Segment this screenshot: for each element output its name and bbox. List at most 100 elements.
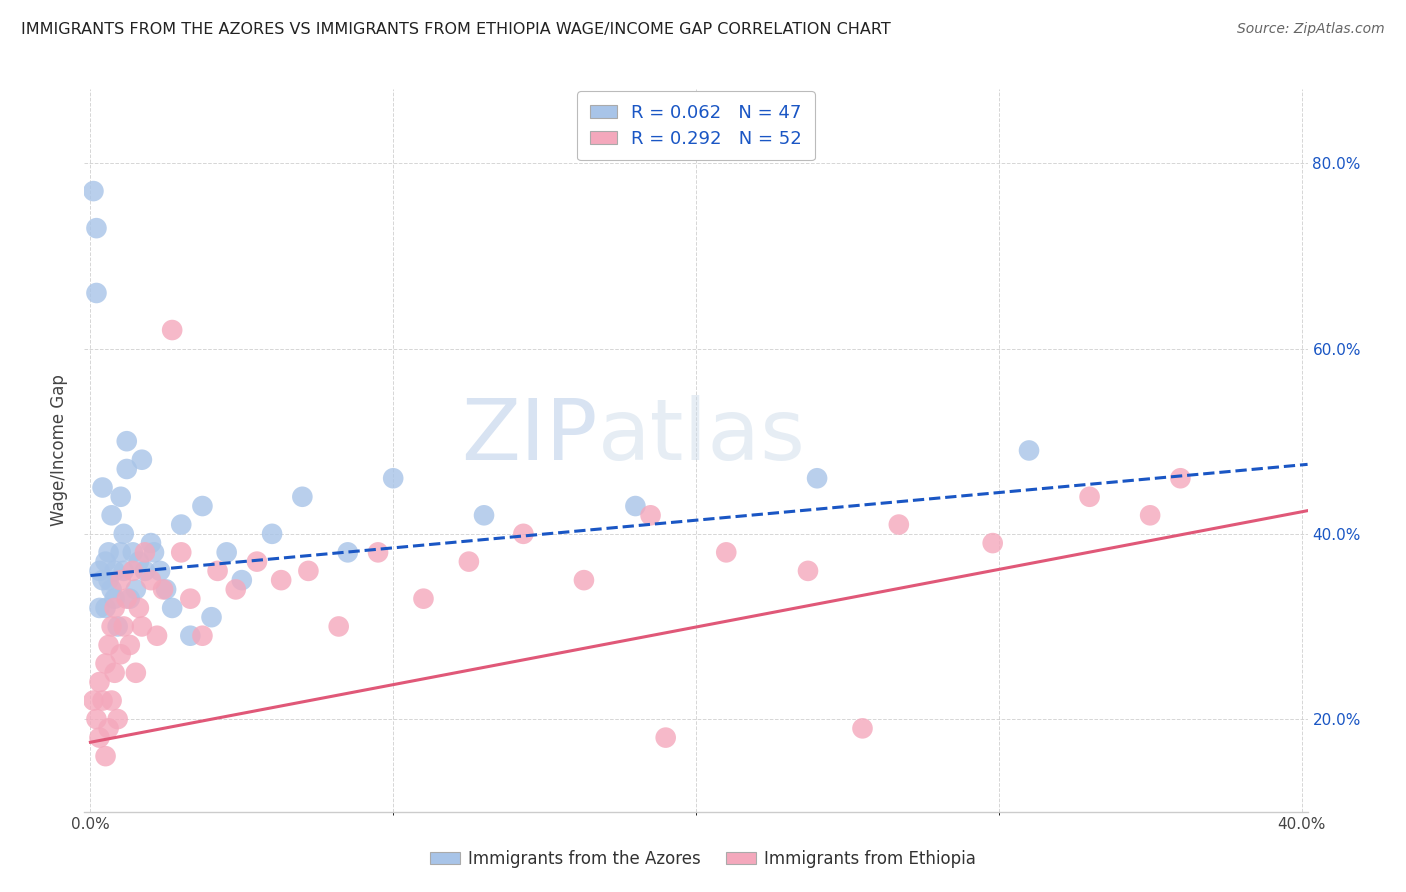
Point [131, 619, 153, 633]
Point [291, 490, 314, 504]
Point [82, 184, 104, 198]
Point [200, 610, 222, 624]
Point [412, 591, 434, 606]
Point [851, 722, 873, 736]
Point [806, 471, 828, 485]
Point [981, 536, 1004, 550]
Legend: R = 0.062   N = 47, R = 0.292   N = 52: R = 0.062 N = 47, R = 0.292 N = 52 [578, 91, 814, 161]
Point [572, 573, 595, 587]
Point [97, 638, 120, 652]
Point [125, 582, 148, 597]
Point [89, 601, 111, 615]
Point [231, 573, 253, 587]
Point [94, 657, 117, 671]
Point [328, 619, 350, 633]
Point [128, 601, 150, 615]
Point [121, 564, 143, 578]
Point [134, 545, 156, 559]
Y-axis label: Wage/Income Gap: Wage/Income Gap [51, 375, 69, 526]
Point [112, 619, 135, 633]
Point [207, 564, 229, 578]
Point [94, 749, 117, 764]
Point [139, 536, 162, 550]
Point [86, 712, 108, 726]
Point [215, 545, 238, 559]
Point [149, 564, 172, 578]
Point [94, 601, 117, 615]
Point [512, 526, 534, 541]
Point [143, 545, 166, 559]
Point [89, 675, 111, 690]
Point [179, 629, 201, 643]
Point [121, 545, 143, 559]
Point [118, 638, 141, 652]
Legend: Immigrants from the Azores, Immigrants from Ethiopia: Immigrants from the Azores, Immigrants f… [423, 844, 983, 875]
Point [1139, 508, 1161, 523]
Point [146, 629, 169, 643]
Point [112, 526, 135, 541]
Point [118, 591, 141, 606]
Point [104, 591, 127, 606]
Point [160, 601, 183, 615]
Point [367, 545, 389, 559]
Point [654, 731, 676, 745]
Point [94, 555, 117, 569]
Point [115, 462, 138, 476]
Point [104, 564, 127, 578]
Text: ZIP: ZIP [461, 394, 598, 477]
Text: IMMIGRANTS FROM THE AZORES VS IMMIGRANTS FROM ETHIOPIA WAGE/INCOME GAP CORRELATI: IMMIGRANTS FROM THE AZORES VS IMMIGRANTS… [21, 22, 891, 37]
Point [91, 481, 114, 495]
Text: atlas: atlas [598, 394, 806, 477]
Point [139, 573, 162, 587]
Text: Source: ZipAtlas.com: Source: ZipAtlas.com [1237, 22, 1385, 37]
Point [115, 591, 138, 606]
Point [457, 555, 479, 569]
Point [887, 517, 910, 532]
Point [100, 693, 122, 707]
Point [89, 564, 111, 578]
Point [82, 693, 104, 707]
Point [1170, 471, 1192, 485]
Point [246, 555, 269, 569]
Point [170, 517, 193, 532]
Point [86, 221, 108, 235]
Point [152, 582, 174, 597]
Point [104, 665, 127, 680]
Point [297, 564, 319, 578]
Point [336, 545, 359, 559]
Point [115, 434, 138, 449]
Point [97, 573, 120, 587]
Point [107, 619, 129, 633]
Point [91, 693, 114, 707]
Point [270, 573, 292, 587]
Point [191, 629, 214, 643]
Point [110, 573, 132, 587]
Point [110, 647, 132, 661]
Point [100, 508, 122, 523]
Point [170, 545, 193, 559]
Point [110, 545, 132, 559]
Point [1018, 443, 1040, 458]
Point [716, 545, 738, 559]
Point [97, 722, 120, 736]
Point [97, 545, 120, 559]
Point [382, 471, 405, 485]
Point [91, 573, 114, 587]
Point [179, 591, 201, 606]
Point [104, 601, 127, 615]
Point [624, 499, 647, 513]
Point [110, 490, 132, 504]
Point [112, 564, 135, 578]
Point [160, 323, 183, 337]
Point [134, 564, 156, 578]
Point [225, 582, 247, 597]
Point [107, 712, 129, 726]
Point [100, 619, 122, 633]
Point [472, 508, 495, 523]
Point [155, 582, 177, 597]
Point [640, 508, 662, 523]
Point [89, 731, 111, 745]
Point [262, 526, 284, 541]
Point [191, 499, 214, 513]
Point [131, 452, 153, 467]
